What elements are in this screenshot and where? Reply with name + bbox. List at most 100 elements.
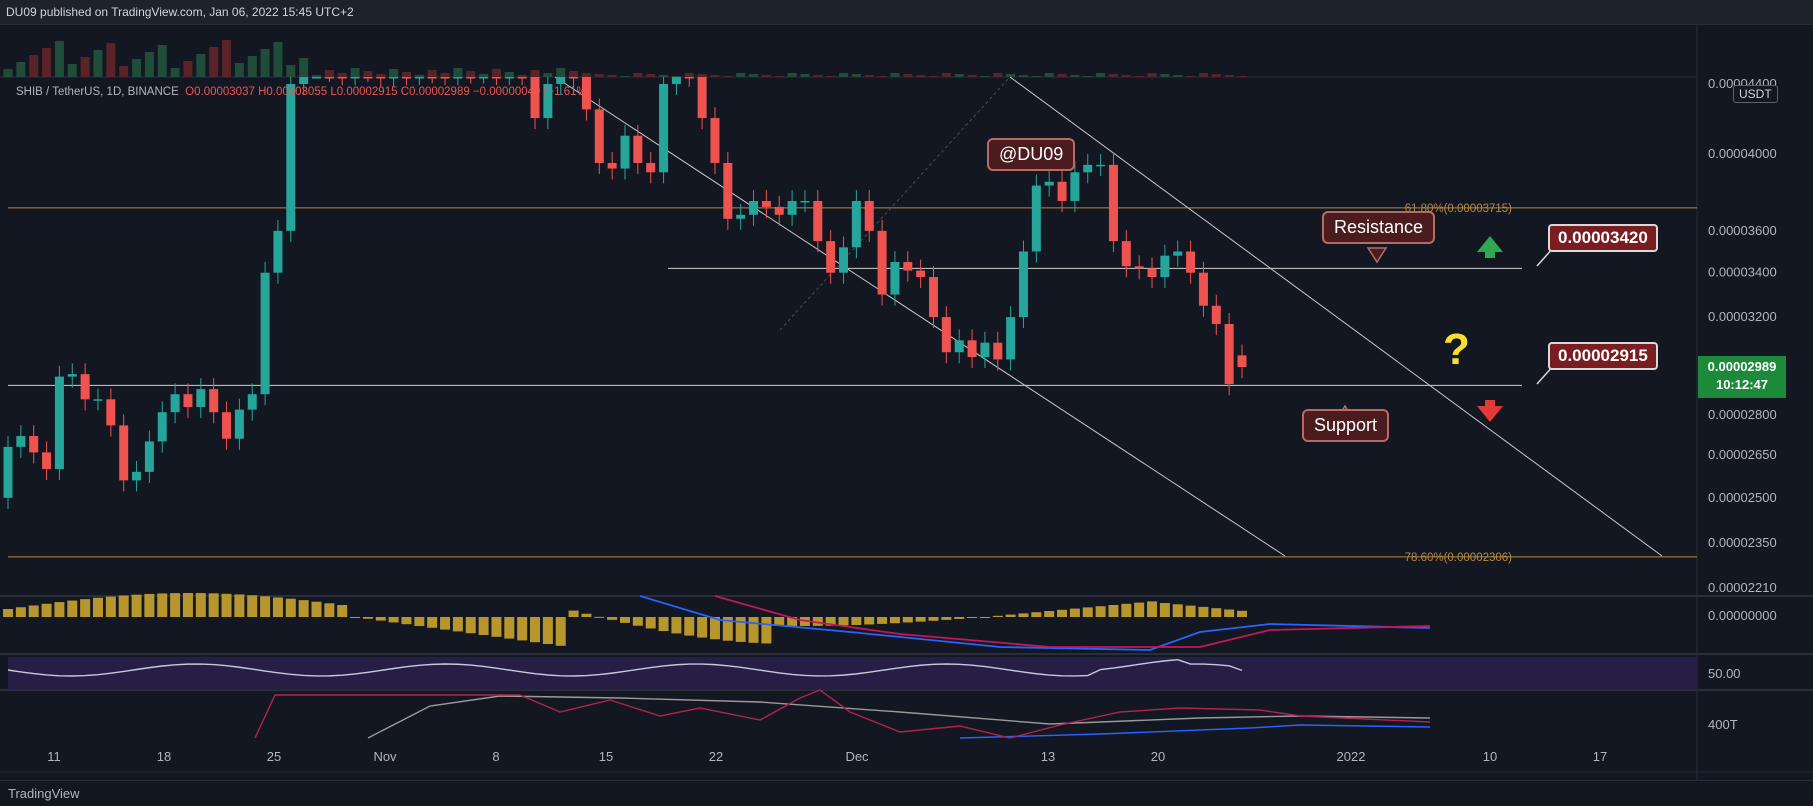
candle-body[interactable]	[659, 84, 669, 173]
candle-body[interactable]	[29, 436, 39, 453]
candle-body[interactable]	[144, 441, 154, 472]
candle-body[interactable]	[106, 399, 116, 426]
candle-body[interactable]	[1096, 164, 1106, 167]
candle-body[interactable]	[697, 77, 707, 119]
candle-body[interactable]	[389, 77, 399, 79]
candle-body[interactable]	[594, 109, 604, 163]
candle-body[interactable]	[1083, 164, 1093, 173]
publish-info: DU09 published on TradingView.com, Jan 0…	[6, 5, 354, 19]
candle-body[interactable]	[761, 200, 771, 207]
candle-body[interactable]	[543, 84, 553, 119]
candle-body[interactable]	[620, 135, 630, 169]
candle-body[interactable]	[170, 394, 180, 413]
candle-body[interactable]	[749, 200, 759, 215]
candle-body[interactable]	[954, 340, 964, 353]
candle-body[interactable]	[1031, 185, 1041, 252]
candle-body[interactable]	[209, 389, 219, 413]
candle-body[interactable]	[1173, 251, 1183, 256]
candle-body[interactable]	[299, 77, 309, 84]
candle-body[interactable]	[839, 247, 849, 273]
candle-body[interactable]	[80, 374, 90, 400]
candle-body[interactable]	[517, 77, 527, 79]
candle-body[interactable]	[1070, 172, 1080, 201]
candle-body[interactable]	[273, 230, 283, 273]
candle-body[interactable]	[466, 77, 476, 79]
candle-body[interactable]	[1211, 305, 1221, 324]
candle-body[interactable]	[491, 77, 501, 79]
candle-body[interactable]	[504, 77, 514, 79]
candle-body[interactable]	[401, 77, 411, 79]
candle-body[interactable]	[581, 77, 591, 110]
candle-body[interactable]	[1044, 181, 1054, 186]
candle-body[interactable]	[1160, 255, 1170, 278]
candle-body[interactable]	[1057, 181, 1067, 201]
candle-body[interactable]	[941, 317, 951, 353]
candle-body[interactable]	[800, 200, 810, 203]
candle-body[interactable]	[684, 77, 694, 79]
candle-body[interactable]	[774, 206, 784, 215]
candle-body[interactable]	[42, 452, 52, 470]
candle-body[interactable]	[826, 241, 836, 273]
candle-body[interactable]	[1224, 323, 1234, 385]
candle-body[interactable]	[929, 277, 938, 318]
candle-body[interactable]	[1006, 317, 1016, 360]
candle-body[interactable]	[196, 389, 206, 408]
candle-body[interactable]	[16, 436, 26, 447]
candle-body[interactable]	[222, 412, 232, 439]
candle-body[interactable]	[1198, 272, 1208, 306]
candle-body[interactable]	[736, 214, 746, 219]
candle-body[interactable]	[337, 77, 347, 79]
candle-body[interactable]	[890, 262, 900, 295]
candle-body[interactable]	[157, 412, 167, 442]
candle-body[interactable]	[851, 200, 861, 248]
candle-body[interactable]	[556, 77, 566, 84]
candle-body[interactable]	[967, 340, 977, 358]
candle-body[interactable]	[67, 374, 77, 377]
candle-body[interactable]	[1121, 241, 1131, 267]
candle-body[interactable]	[723, 162, 733, 219]
candle-body[interactable]	[453, 77, 463, 79]
candle-body[interactable]	[427, 77, 437, 79]
candle-body[interactable]	[286, 84, 296, 231]
candle-body[interactable]	[1018, 251, 1028, 318]
candle-body[interactable]	[3, 446, 13, 498]
candle-body[interactable]	[864, 200, 874, 231]
candle-body[interactable]	[646, 162, 656, 173]
candle-body[interactable]	[1237, 355, 1247, 368]
candle-body[interactable]	[1108, 164, 1118, 242]
candle-body[interactable]	[350, 77, 360, 79]
candle-body[interactable]	[183, 394, 193, 408]
candle-body[interactable]	[312, 77, 321, 79]
candle-body[interactable]	[877, 230, 887, 295]
candle-body[interactable]	[980, 342, 990, 358]
candle-body[interactable]	[479, 77, 489, 79]
candle-body[interactable]	[324, 77, 334, 79]
candle-body[interactable]	[787, 200, 797, 215]
candle-body[interactable]	[569, 77, 579, 79]
candle-body[interactable]	[247, 394, 257, 410]
candle-body[interactable]	[132, 471, 142, 481]
candle-body[interactable]	[671, 77, 681, 84]
candle-body[interactable]	[1134, 266, 1144, 269]
candle-body[interactable]	[119, 425, 129, 481]
candle-body[interactable]	[363, 77, 373, 79]
candle-body[interactable]	[260, 272, 270, 395]
candle-body[interactable]	[93, 399, 103, 401]
candle-body[interactable]	[916, 270, 926, 278]
candle-body[interactable]	[607, 162, 617, 169]
candle-body[interactable]	[440, 77, 450, 79]
candle-body[interactable]	[1147, 268, 1157, 278]
candle-body[interactable]	[376, 77, 386, 79]
candle-body[interactable]	[1186, 251, 1196, 273]
candle-body[interactable]	[530, 77, 540, 119]
candle-body[interactable]	[633, 135, 643, 163]
candle-body[interactable]	[813, 200, 823, 242]
candle-body[interactable]	[234, 409, 244, 439]
candle-body[interactable]	[710, 118, 720, 163]
candle-body[interactable]	[903, 262, 913, 271]
candle-body[interactable]	[993, 342, 1003, 360]
candle-body[interactable]	[54, 376, 64, 470]
quote-currency-label[interactable]: USDT	[1733, 85, 1778, 103]
candle-body[interactable]	[414, 77, 424, 79]
